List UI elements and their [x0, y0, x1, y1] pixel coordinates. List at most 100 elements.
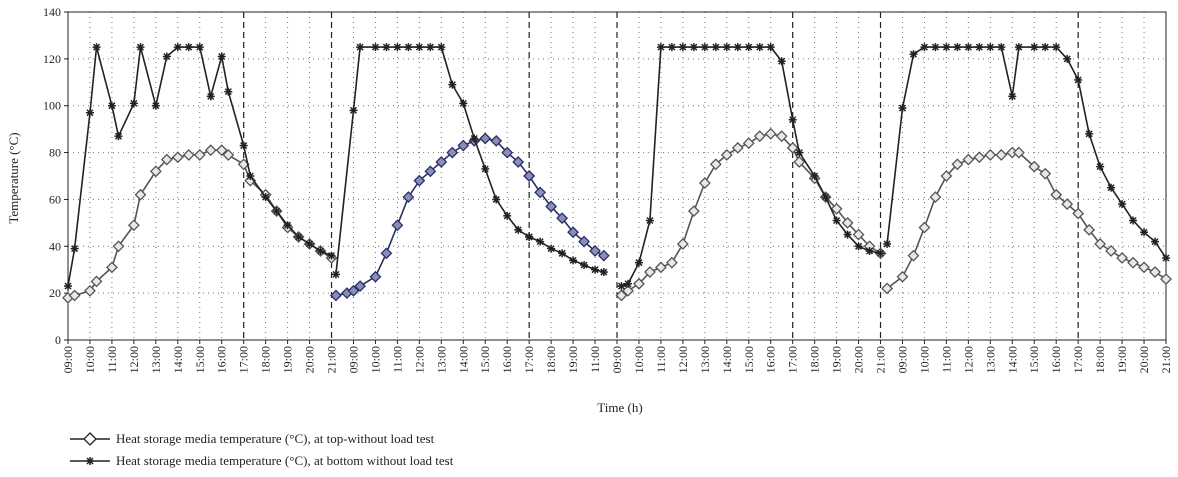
section-dividers — [243, 12, 1079, 340]
data-point-diamond — [545, 200, 558, 213]
y-tick-label: 40 — [49, 239, 61, 253]
legend: Heat storage media temperature (°C), at … — [70, 428, 453, 472]
data-point-star — [942, 43, 951, 52]
data-point-diamond — [655, 261, 667, 274]
data-point-diamond — [501, 146, 514, 159]
x-tick-label: 21:00 — [1159, 346, 1173, 373]
x-tick-label: 13:00 — [698, 346, 712, 373]
data-point-star — [470, 134, 479, 143]
data-point-diamond — [896, 270, 909, 283]
data-point-star — [678, 43, 687, 52]
y-tick-label: 120 — [43, 52, 61, 66]
data-point-diamond — [995, 148, 1008, 161]
data-point-star — [558, 249, 567, 258]
data-point-diamond — [329, 289, 342, 302]
x-tick-label: 13:00 — [434, 346, 448, 373]
data-point-star — [920, 43, 929, 52]
data-point-diamond — [1160, 273, 1172, 286]
data-point-star — [184, 43, 193, 52]
data-point-diamond — [665, 256, 678, 269]
data-point-diamond — [369, 270, 382, 283]
data-point-diamond — [534, 186, 547, 199]
data-point-diamond — [775, 130, 788, 143]
data-point-diamond — [1039, 167, 1052, 180]
data-point-diamond — [940, 170, 953, 182]
data-point-star — [492, 195, 501, 204]
data-point-star — [272, 207, 281, 216]
data-point-star — [107, 101, 116, 110]
data-point-star — [1107, 183, 1116, 192]
x-tick-label: 12:00 — [961, 346, 975, 373]
x-tick-label: 11:00 — [390, 346, 404, 373]
data-point-diamond — [830, 202, 843, 215]
x-tick-label: 16:00 — [764, 346, 778, 373]
data-point-diamond — [160, 153, 173, 166]
data-point-star — [162, 52, 171, 61]
data-point-star — [206, 92, 215, 101]
data-point-star — [733, 43, 742, 52]
x-tick-label: 19:00 — [830, 346, 844, 373]
data-point-star — [580, 261, 589, 270]
x-tick-label: 12:00 — [412, 346, 426, 373]
data-point-diamond — [764, 127, 777, 140]
data-point-diamond — [215, 144, 228, 157]
data-point-diamond — [457, 139, 470, 152]
x-tick-label: 18:00 — [259, 346, 273, 373]
data-point-diamond — [881, 282, 894, 295]
x-tick-label: 14:00 — [171, 346, 185, 373]
data-point-diamond — [720, 148, 733, 161]
data-point-star — [70, 244, 79, 253]
series-bottom — [64, 43, 1170, 291]
data-point-diamond — [644, 266, 656, 278]
data-point-diamond — [68, 289, 81, 302]
data-point-star — [415, 43, 424, 52]
data-point-star — [514, 225, 523, 234]
data-point-diamond — [786, 141, 799, 154]
data-point-star — [634, 258, 643, 267]
data-point-star — [599, 268, 608, 277]
y-tick-label: 60 — [49, 192, 61, 206]
y-axis-label: Temperature (°C) — [6, 132, 21, 223]
data-point-star — [1008, 92, 1017, 101]
x-tick-label: 12:00 — [127, 346, 141, 373]
data-point-diamond — [391, 219, 404, 232]
x-axis: 09:00 10:00 11:00 12:00 13:00 14:00 15:00 16:00… — [61, 340, 1173, 373]
legend-label-bottom: Heat storage media temperature (°C), at … — [116, 453, 454, 468]
data-point-star — [1129, 216, 1138, 225]
data-point-diamond — [633, 277, 645, 290]
data-point-diamond — [1028, 160, 1041, 173]
data-point-star — [305, 239, 314, 248]
data-point-diamond — [1138, 261, 1150, 274]
x-tick-label: 21:00 — [325, 346, 339, 373]
data-point-star — [909, 50, 918, 59]
data-point-diamond — [597, 249, 610, 262]
series-line — [335, 137, 530, 297]
data-point-star — [1063, 54, 1072, 63]
data-point-diamond — [380, 247, 393, 260]
data-point-star — [854, 242, 863, 251]
legend-item-bottom: Heat storage media temperature (°C), at … — [70, 450, 453, 472]
data-point-diamond — [622, 284, 634, 297]
data-point-diamond — [424, 165, 437, 178]
data-point-star — [832, 216, 841, 225]
data-point-star — [393, 43, 402, 52]
x-tick-label: 11:00 — [939, 346, 953, 373]
x-tick-label: 17:00 — [237, 346, 251, 373]
data-point-star — [711, 43, 720, 52]
data-point-star — [1162, 254, 1170, 262]
x-tick-label: 17:00 — [1071, 346, 1085, 373]
data-point-star — [331, 270, 340, 279]
x-tick-label: 19:00 — [566, 346, 580, 373]
x-tick-label: 11:00 — [105, 346, 119, 373]
data-point-diamond — [127, 219, 140, 232]
data-point-star — [327, 251, 336, 260]
x-tick-label: 11:00 — [654, 346, 668, 373]
data-point-diamond — [402, 191, 415, 204]
data-point-star — [136, 43, 145, 52]
x-tick-label: 18:00 — [1093, 346, 1107, 373]
data-point-star — [843, 230, 852, 239]
data-point-diamond — [90, 275, 103, 288]
data-point-diamond — [731, 141, 744, 154]
data-point-star — [623, 279, 632, 288]
series-line — [335, 46, 530, 275]
